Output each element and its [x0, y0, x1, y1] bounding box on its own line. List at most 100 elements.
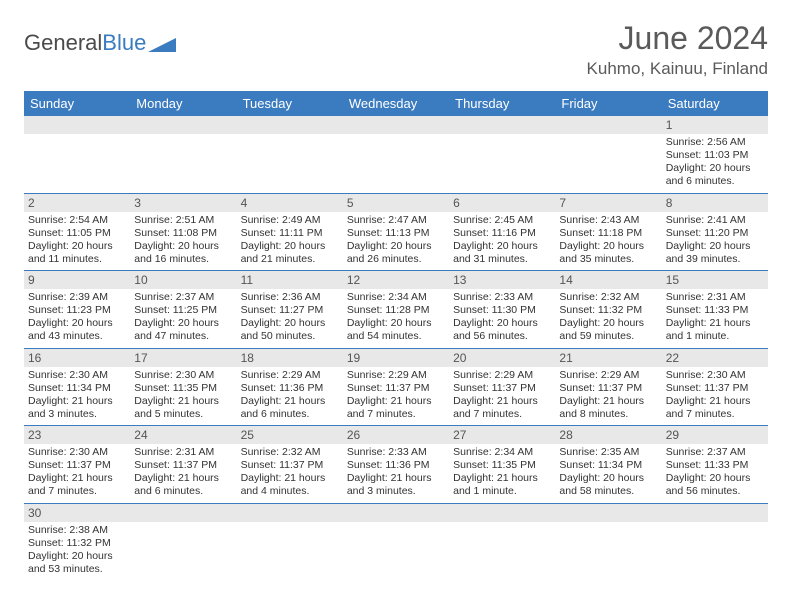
day-cell	[343, 522, 449, 581]
day-number	[130, 116, 236, 134]
day-cell: Sunrise: 2:30 AM Sunset: 11:37 PM Daylig…	[24, 444, 130, 503]
day-cell: Sunrise: 2:34 AM Sunset: 11:28 PM Daylig…	[343, 289, 449, 348]
day-cell: Sunrise: 2:45 AM Sunset: 11:16 PM Daylig…	[449, 212, 555, 271]
day-cell	[237, 134, 343, 193]
day-number: 21	[555, 349, 661, 367]
day-number: 28	[555, 426, 661, 444]
day-cell: Sunrise: 2:34 AM Sunset: 11:35 PM Daylig…	[449, 444, 555, 503]
brand-logo: GeneralBlue	[24, 30, 176, 56]
day-cell	[237, 522, 343, 581]
day-cell	[555, 134, 661, 193]
day-number	[662, 504, 768, 522]
day-number: 15	[662, 271, 768, 289]
week-block: 9101112131415Sunrise: 2:39 AM Sunset: 11…	[24, 271, 768, 349]
calendar: Sunday Monday Tuesday Wednesday Thursday…	[24, 91, 768, 580]
day-cell: Sunrise: 2:39 AM Sunset: 11:23 PM Daylig…	[24, 289, 130, 348]
day-number: 6	[449, 194, 555, 212]
day-cell: Sunrise: 2:31 AM Sunset: 11:37 PM Daylig…	[130, 444, 236, 503]
day-number: 27	[449, 426, 555, 444]
day-cell: Sunrise: 2:33 AM Sunset: 11:36 PM Daylig…	[343, 444, 449, 503]
daynum-row: 1	[24, 116, 768, 134]
day-cell: Sunrise: 2:41 AM Sunset: 11:20 PM Daylig…	[662, 212, 768, 271]
day-number: 12	[343, 271, 449, 289]
month-title: June 2024	[587, 20, 768, 57]
week-block: 1Sunrise: 2:56 AM Sunset: 11:03 PM Dayli…	[24, 116, 768, 194]
day-number	[130, 504, 236, 522]
day-cell	[130, 134, 236, 193]
day-number: 11	[237, 271, 343, 289]
daynum-row: 30	[24, 504, 768, 522]
weeks-container: 1Sunrise: 2:56 AM Sunset: 11:03 PM Dayli…	[24, 116, 768, 580]
day-cell	[449, 134, 555, 193]
day-cell: Sunrise: 2:43 AM Sunset: 11:18 PM Daylig…	[555, 212, 661, 271]
day-cell: Sunrise: 2:37 AM Sunset: 11:25 PM Daylig…	[130, 289, 236, 348]
day-number: 10	[130, 271, 236, 289]
day-number	[237, 504, 343, 522]
day-cell: Sunrise: 2:32 AM Sunset: 11:32 PM Daylig…	[555, 289, 661, 348]
day-number	[555, 504, 661, 522]
day-cell: Sunrise: 2:30 AM Sunset: 11:37 PM Daylig…	[662, 367, 768, 426]
day-header: Saturday	[662, 91, 768, 116]
day-number: 5	[343, 194, 449, 212]
day-cell: Sunrise: 2:54 AM Sunset: 11:05 PM Daylig…	[24, 212, 130, 271]
day-cell: Sunrise: 2:32 AM Sunset: 11:37 PM Daylig…	[237, 444, 343, 503]
day-cell	[449, 522, 555, 581]
daynum-row: 23242526272829	[24, 426, 768, 444]
day-cell: Sunrise: 2:51 AM Sunset: 11:08 PM Daylig…	[130, 212, 236, 271]
day-number: 8	[662, 194, 768, 212]
day-number: 3	[130, 194, 236, 212]
day-header: Sunday	[24, 91, 130, 116]
day-number: 9	[24, 271, 130, 289]
day-number: 4	[237, 194, 343, 212]
day-cell	[555, 522, 661, 581]
location-text: Kuhmo, Kainuu, Finland	[587, 59, 768, 79]
day-number	[237, 116, 343, 134]
week-block: 16171819202122Sunrise: 2:30 AM Sunset: 1…	[24, 349, 768, 427]
daynum-row: 2345678	[24, 194, 768, 212]
week-block: 23242526272829Sunrise: 2:30 AM Sunset: 1…	[24, 426, 768, 504]
day-number: 30	[24, 504, 130, 522]
title-block: June 2024 Kuhmo, Kainuu, Finland	[587, 20, 768, 79]
day-number	[555, 116, 661, 134]
day-number	[343, 116, 449, 134]
day-number: 19	[343, 349, 449, 367]
day-cell: Sunrise: 2:47 AM Sunset: 11:13 PM Daylig…	[343, 212, 449, 271]
content-row: Sunrise: 2:30 AM Sunset: 11:34 PM Daylig…	[24, 367, 768, 426]
day-number: 26	[343, 426, 449, 444]
content-row: Sunrise: 2:38 AM Sunset: 11:32 PM Daylig…	[24, 522, 768, 581]
week-block: 2345678Sunrise: 2:54 AM Sunset: 11:05 PM…	[24, 194, 768, 272]
day-number: 24	[130, 426, 236, 444]
day-cell: Sunrise: 2:30 AM Sunset: 11:35 PM Daylig…	[130, 367, 236, 426]
day-cell: Sunrise: 2:37 AM Sunset: 11:33 PM Daylig…	[662, 444, 768, 503]
day-number: 25	[237, 426, 343, 444]
day-cell: Sunrise: 2:31 AM Sunset: 11:33 PM Daylig…	[662, 289, 768, 348]
week-block: 30Sunrise: 2:38 AM Sunset: 11:32 PM Dayl…	[24, 504, 768, 581]
day-header: Friday	[555, 91, 661, 116]
day-number: 23	[24, 426, 130, 444]
day-cell: Sunrise: 2:29 AM Sunset: 11:36 PM Daylig…	[237, 367, 343, 426]
day-number: 7	[555, 194, 661, 212]
day-number: 22	[662, 349, 768, 367]
day-number: 13	[449, 271, 555, 289]
day-cell: Sunrise: 2:29 AM Sunset: 11:37 PM Daylig…	[555, 367, 661, 426]
day-cell: Sunrise: 2:56 AM Sunset: 11:03 PM Daylig…	[662, 134, 768, 193]
day-header: Monday	[130, 91, 236, 116]
day-header: Thursday	[449, 91, 555, 116]
day-cell: Sunrise: 2:30 AM Sunset: 11:34 PM Daylig…	[24, 367, 130, 426]
day-cell: Sunrise: 2:29 AM Sunset: 11:37 PM Daylig…	[343, 367, 449, 426]
day-headers-row: Sunday Monday Tuesday Wednesday Thursday…	[24, 91, 768, 116]
daynum-row: 16171819202122	[24, 349, 768, 367]
day-cell: Sunrise: 2:36 AM Sunset: 11:27 PM Daylig…	[237, 289, 343, 348]
day-number: 29	[662, 426, 768, 444]
day-number: 20	[449, 349, 555, 367]
brand-name-1: General	[24, 30, 102, 56]
day-cell: Sunrise: 2:38 AM Sunset: 11:32 PM Daylig…	[24, 522, 130, 581]
day-header: Wednesday	[343, 91, 449, 116]
day-cell	[662, 522, 768, 581]
day-number	[24, 116, 130, 134]
day-number: 17	[130, 349, 236, 367]
day-cell: Sunrise: 2:33 AM Sunset: 11:30 PM Daylig…	[449, 289, 555, 348]
flag-icon	[148, 34, 176, 52]
day-number	[449, 504, 555, 522]
content-row: Sunrise: 2:54 AM Sunset: 11:05 PM Daylig…	[24, 212, 768, 271]
